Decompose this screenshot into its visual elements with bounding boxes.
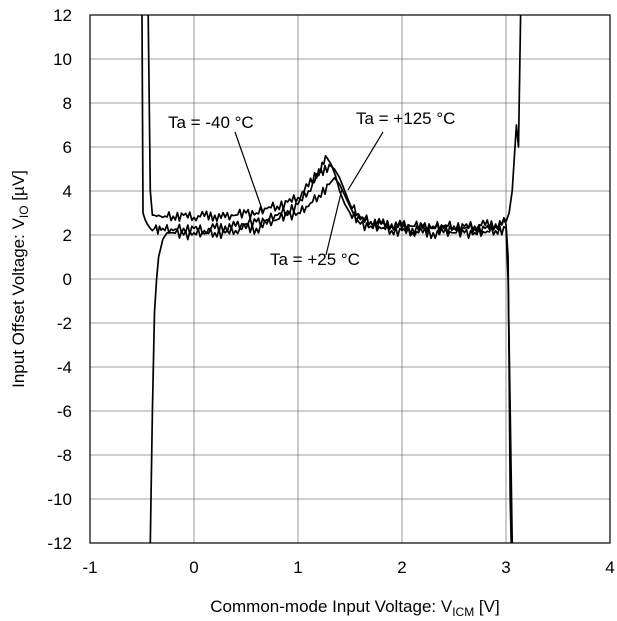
y-tick-label: -6 (57, 402, 72, 421)
x-tick-label: 0 (189, 558, 198, 577)
annotation-ta-plus25: Ta = +25 °C (270, 250, 360, 269)
x-axis-tick-labels: -1 0 1 2 3 4 (82, 558, 614, 577)
y-axis-title-sub: IO (17, 205, 31, 218)
y-tick-label: 2 (63, 226, 72, 245)
x-tick-label: 1 (293, 558, 302, 577)
y-tick-label: 6 (63, 138, 72, 157)
annotation-ta-plus125: Ta = +125 °C (356, 109, 455, 128)
x-tick-label: 4 (605, 558, 614, 577)
y-axis-title: Input Offset Voltage: VIO [µV] (9, 170, 31, 388)
x-axis-title-main: Common-mode Input Voltage: V (210, 597, 453, 616)
y-tick-label: 4 (63, 182, 72, 201)
y-axis-tick-labels: 12 10 8 6 4 2 0 -2 -4 -6 -8 -10 -12 (47, 6, 72, 553)
y-tick-label: -2 (57, 314, 72, 333)
y-axis-title-main: Input Offset Voltage: V (9, 217, 28, 387)
grid-lines (89, 14, 611, 544)
x-tick-label: 2 (397, 558, 406, 577)
y-axis-title-unit: [µV] (9, 170, 28, 205)
series-line-2 (149, 176, 514, 544)
series-lines (141, 14, 522, 544)
x-tick-label: -1 (82, 558, 97, 577)
y-tick-label: 12 (53, 6, 72, 25)
y-tick-label: 0 (63, 270, 72, 289)
annotation-ta-minus40: Ta = -40 °C (168, 113, 254, 132)
x-tick-label: 3 (501, 558, 510, 577)
y-tick-label: 8 (63, 94, 72, 113)
y-tick-label: -4 (57, 358, 72, 377)
y-tick-label: -8 (57, 446, 72, 465)
plot-area-frame (89, 14, 611, 544)
y-tick-label: -10 (47, 490, 72, 509)
leader-plus125 (347, 131, 384, 191)
x-axis-title-unit: [V] (474, 597, 500, 616)
y-tick-label: 10 (53, 50, 72, 69)
y-tick-label: -12 (47, 534, 72, 553)
x-axis-title: Common-mode Input Voltage: VICM [V] (210, 597, 499, 619)
leader-minus40 (234, 131, 264, 213)
series-line-1 (141, 14, 513, 544)
x-axis-title-sub: ICM (452, 605, 474, 619)
leader-plus25 (325, 188, 343, 256)
